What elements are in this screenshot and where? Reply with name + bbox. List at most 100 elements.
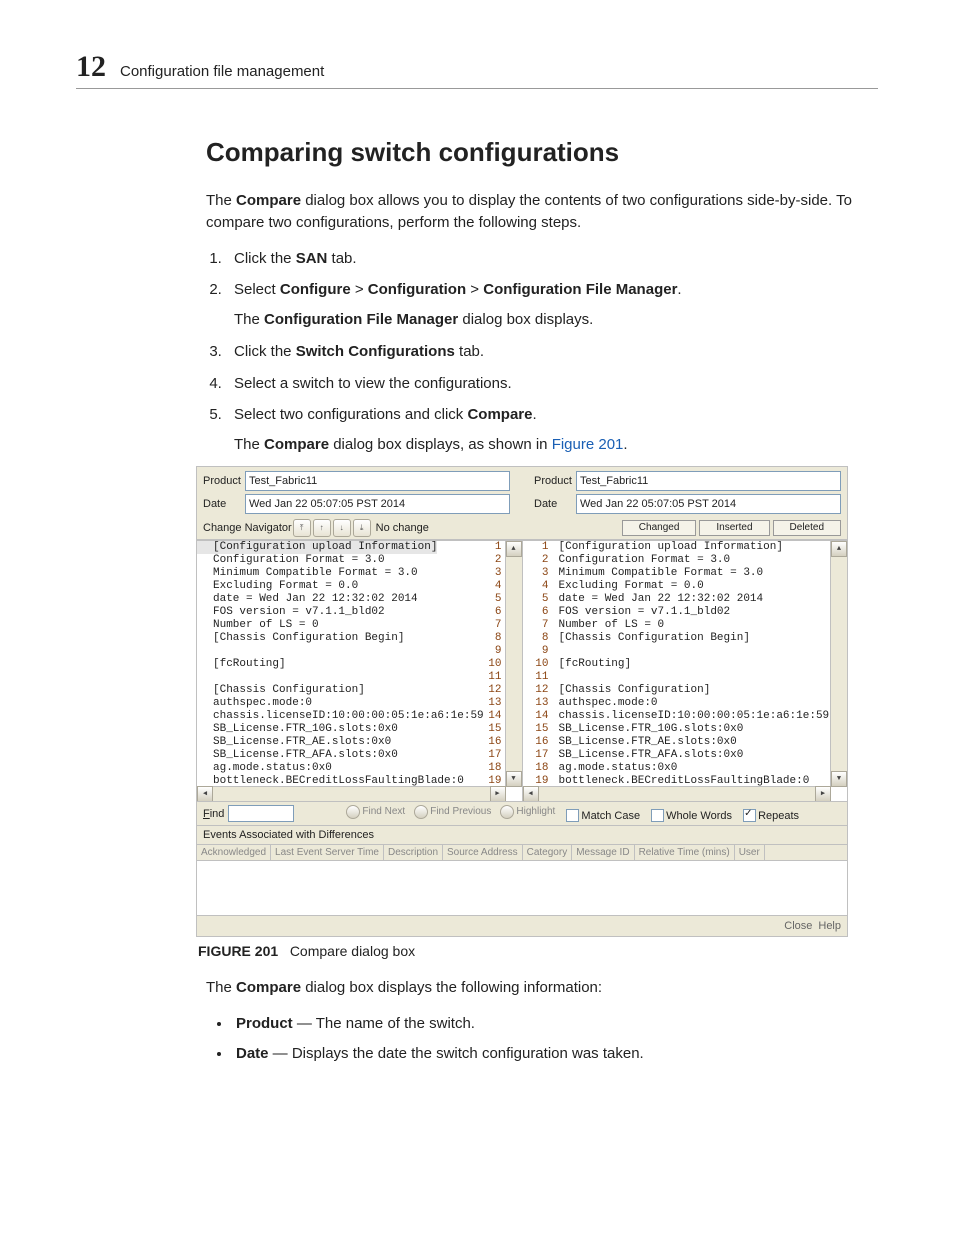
code-line: SB_License.FTR_AE.slots:0x016: [197, 736, 506, 749]
scroll-up-icon[interactable]: ▲: [831, 541, 847, 557]
nav-first-icon[interactable]: ⤒: [293, 519, 311, 537]
repeats-checkbox[interactable]: [743, 809, 756, 822]
code-line: 12[Chassis Configuration]: [523, 684, 832, 697]
code-line: Excluding Format = 0.04: [197, 580, 506, 593]
page-header: 12 Configuration file management: [76, 50, 878, 89]
code-line: 6FOS version = v7.1.1_bld02: [523, 606, 832, 619]
code-line: Minimum Compatible Format = 3.03: [197, 567, 506, 580]
nav-last-icon[interactable]: ⤓: [353, 519, 371, 537]
step-2: Select Configure > Configuration > Confi…: [226, 279, 878, 331]
section-heading: Comparing switch configurations: [206, 137, 878, 168]
whole-words-checkbox[interactable]: [651, 809, 664, 822]
find-input[interactable]: [228, 805, 294, 822]
help-button[interactable]: Help: [818, 920, 841, 932]
code-line: 1[Configuration upload Information]: [523, 541, 832, 554]
code-line: 9: [197, 645, 506, 658]
code-line: 11: [523, 671, 832, 684]
figure-caption: FIGURE 201 Compare dialog box: [198, 943, 878, 959]
code-line: [Chassis Configuration Begin]8: [197, 632, 506, 645]
code-line: 8[Chassis Configuration Begin]: [523, 632, 832, 645]
date-field-left[interactable]: Wed Jan 22 05:07:05 PST 2014: [245, 494, 510, 514]
right-vscrollbar[interactable]: ▲ ▼: [830, 541, 847, 787]
date-label-right: Date: [534, 498, 576, 510]
scroll-up-icon[interactable]: ▲: [506, 541, 522, 557]
event-column-header[interactable]: Acknowledged: [197, 845, 271, 860]
code-line: 17SB_License.FTR_AFA.slots:0x0: [523, 749, 832, 762]
find-label: Find: [203, 808, 224, 820]
chapter-title: Configuration file management: [120, 63, 324, 80]
step-4: Select a switch to view the configuratio…: [226, 373, 878, 395]
date-field-right[interactable]: Wed Jan 22 05:07:05 PST 2014: [576, 494, 841, 514]
legend-changed: Changed: [622, 520, 697, 536]
close-button[interactable]: Close: [784, 920, 812, 932]
event-column-header[interactable]: Relative Time (mins): [635, 845, 735, 860]
event-column-header[interactable]: Source Address: [443, 845, 523, 860]
event-column-header[interactable]: Category: [523, 845, 573, 860]
code-line: 11: [197, 671, 506, 684]
highlight-button[interactable]: Highlight: [500, 805, 555, 819]
code-line: authspec.mode:013: [197, 697, 506, 710]
code-line: SB_License.FTR_10G.slots:0x015: [197, 723, 506, 736]
events-columns: AcknowledgedLast Event Server TimeDescri…: [197, 844, 847, 861]
code-line: 3Minimum Compatible Format = 3.0: [523, 567, 832, 580]
code-line: FOS version = v7.1.1_bld026: [197, 606, 506, 619]
left-hscrollbar[interactable]: ◀ ▶: [197, 786, 506, 801]
code-line: 9: [523, 645, 832, 658]
event-column-header[interactable]: Message ID: [572, 845, 634, 860]
scroll-down-icon[interactable]: ▼: [831, 771, 847, 787]
date-label-left: Date: [203, 498, 245, 510]
right-pane: 1[Configuration upload Information]2Conf…: [523, 541, 848, 801]
code-line: [Chassis Configuration]12: [197, 684, 506, 697]
bullet-date: Date — Displays the date the switch conf…: [232, 1043, 878, 1065]
event-column-header[interactable]: Description: [384, 845, 443, 860]
product-label-right: Product: [534, 475, 576, 487]
left-vscrollbar[interactable]: ▲ ▼: [505, 541, 522, 787]
scroll-right-icon[interactable]: ▶: [490, 786, 506, 801]
event-column-header[interactable]: User: [735, 845, 765, 860]
product-field-left[interactable]: Test_Fabric11: [245, 471, 510, 491]
legend-inserted: Inserted: [699, 520, 769, 536]
scroll-left-icon[interactable]: ◀: [197, 786, 213, 801]
match-case-checkbox[interactable]: [566, 809, 579, 822]
whole-words-label: Whole Words: [666, 810, 732, 822]
code-line: 18ag.mode.status:0x0: [523, 762, 832, 775]
product-field-right[interactable]: Test_Fabric11: [576, 471, 841, 491]
nav-down-icon[interactable]: ↓: [333, 519, 351, 537]
scroll-right-icon[interactable]: ▶: [815, 786, 831, 801]
events-body: [197, 861, 847, 915]
code-line: SB_License.FTR_AFA.slots:0x017: [197, 749, 506, 762]
scroll-down-icon[interactable]: ▼: [506, 771, 522, 787]
scroll-left-icon[interactable]: ◀: [523, 786, 539, 801]
code-line: 4Excluding Format = 0.0: [523, 580, 832, 593]
product-label-left: Product: [203, 475, 245, 487]
nav-up-icon[interactable]: ↑: [313, 519, 331, 537]
right-hscrollbar[interactable]: ◀ ▶: [523, 786, 832, 801]
page-number: 12: [76, 50, 106, 84]
code-line: Configuration Format = 3.02: [197, 554, 506, 567]
step-5: Select two configurations and click Comp…: [226, 404, 878, 456]
intro-paragraph: The Compare dialog box allows you to dis…: [206, 190, 878, 234]
repeats-label: Repeats: [758, 810, 799, 822]
code-line: 10[fcRouting]: [523, 658, 832, 671]
step-3: Click the Switch Configurations tab.: [226, 341, 878, 363]
code-line: 2Configuration Format = 3.0: [523, 554, 832, 567]
info-bullets: Product — The name of the switch. Date —…: [206, 1013, 878, 1065]
left-pane: ▲ [Configuration upload Information]1Con…: [197, 541, 523, 801]
code-line: 7Number of LS = 0: [523, 619, 832, 632]
code-line: Number of LS = 07: [197, 619, 506, 632]
find-next-button[interactable]: Find Next: [346, 805, 405, 819]
code-line: [Configuration upload Information]1: [197, 541, 506, 554]
code-line: 14chassis.licenseID:10:00:00:05:1e:a6:1e…: [523, 710, 832, 723]
code-line: 16SB_License.FTR_AE.slots:0x0: [523, 736, 832, 749]
legend-deleted: Deleted: [773, 520, 841, 536]
figure-link[interactable]: Figure 201: [552, 436, 624, 453]
no-change-label: No change: [376, 522, 429, 534]
event-column-header[interactable]: Last Event Server Time: [271, 845, 384, 860]
code-line: 13authspec.mode:0: [523, 697, 832, 710]
code-line: 5date = Wed Jan 22 12:32:02 2014: [523, 593, 832, 606]
bullet-product: Product — The name of the switch.: [232, 1013, 878, 1035]
find-previous-button[interactable]: Find Previous: [414, 805, 491, 819]
code-line: chassis.licenseID:10:00:00:05:1e:a6:1e:5…: [197, 710, 506, 723]
step-1: Click the SAN tab.: [226, 248, 878, 270]
compare-dialog: Product Test_Fabric11 Date Wed Jan 22 05…: [196, 466, 848, 938]
